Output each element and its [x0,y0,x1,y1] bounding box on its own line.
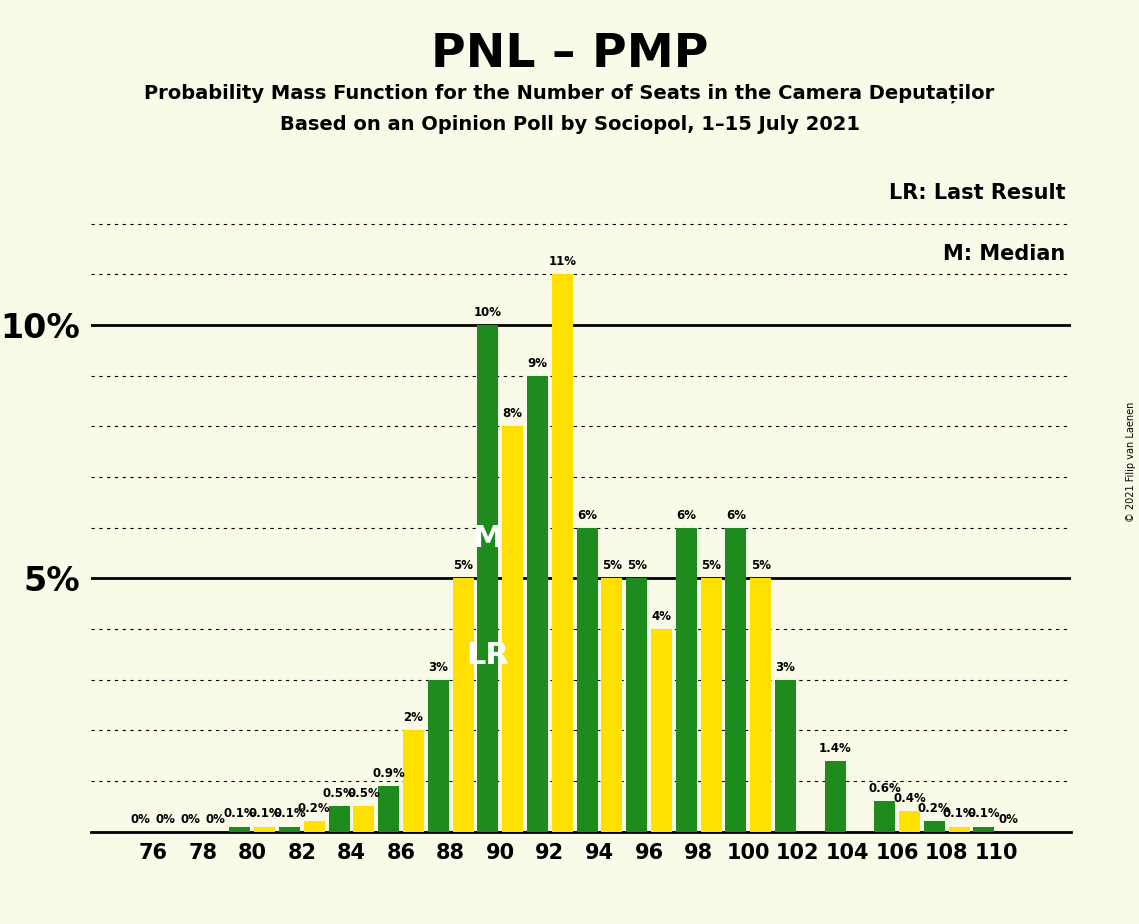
Text: Based on an Opinion Poll by Sociopol, 1–15 July 2021: Based on an Opinion Poll by Sociopol, 1–… [279,116,860,135]
Bar [304,821,325,832]
Text: 6%: 6% [577,508,597,522]
Text: M: Median: M: Median [943,244,1066,264]
Text: 4%: 4% [652,610,672,623]
Text: LR: Last Result: LR: Last Result [890,183,1066,203]
Text: 0%: 0% [205,812,226,825]
Text: 5%: 5% [751,559,771,572]
Text: 0.5%: 0.5% [347,787,380,800]
Bar [328,807,350,832]
Bar [726,528,746,832]
Text: 0.1%: 0.1% [967,808,1000,821]
Text: 2%: 2% [403,711,424,724]
Bar [229,827,251,832]
Text: 5%: 5% [601,559,622,572]
Bar [378,786,400,832]
Text: 5%: 5% [702,559,721,572]
Text: 0.2%: 0.2% [298,802,330,815]
Bar [775,680,796,832]
Bar [428,680,449,832]
Text: 0.1%: 0.1% [273,808,305,821]
Bar [825,760,845,832]
Bar [675,528,697,832]
Bar [626,578,647,832]
Bar [502,426,523,832]
Text: 5%: 5% [453,559,473,572]
Text: 6%: 6% [677,508,696,522]
Bar [452,578,474,832]
Text: 9%: 9% [527,357,548,370]
Text: 0%: 0% [180,812,200,825]
Text: 0.5%: 0.5% [322,787,355,800]
Text: 0.1%: 0.1% [943,808,975,821]
Text: 0.1%: 0.1% [248,808,281,821]
Text: 11%: 11% [548,255,576,268]
Bar [403,730,424,832]
Bar [924,821,945,832]
Bar [700,578,722,832]
Text: 5%: 5% [626,559,647,572]
Text: 1.4%: 1.4% [819,742,852,755]
Text: 0%: 0% [999,812,1018,825]
Bar [254,827,276,832]
Bar [652,629,672,832]
Bar [601,578,622,832]
Bar [874,801,895,832]
Text: 0.6%: 0.6% [868,782,901,796]
Bar [974,827,994,832]
Bar [899,811,920,832]
Text: 0.9%: 0.9% [372,767,405,780]
Bar [477,325,499,832]
Bar [576,528,598,832]
Text: 0.1%: 0.1% [223,808,256,821]
Text: 8%: 8% [502,407,523,420]
Text: 10%: 10% [474,306,502,319]
Text: 0%: 0% [131,812,150,825]
Text: 0.4%: 0.4% [893,792,926,805]
Bar [527,376,548,832]
Text: 3%: 3% [428,661,449,674]
Bar [751,578,771,832]
Text: M: M [473,524,503,553]
Text: 0.2%: 0.2% [918,802,951,815]
Bar [949,827,969,832]
Text: 3%: 3% [776,661,795,674]
Bar [551,274,573,832]
Text: 0%: 0% [156,812,175,825]
Text: 6%: 6% [726,508,746,522]
Text: © 2021 Filip van Laenen: © 2021 Filip van Laenen [1126,402,1136,522]
Bar [353,807,375,832]
Text: Probability Mass Function for the Number of Seats in the Camera Deputaților: Probability Mass Function for the Number… [145,83,994,103]
Bar [279,827,300,832]
Text: LR: LR [467,640,509,670]
Text: PNL – PMP: PNL – PMP [431,32,708,78]
